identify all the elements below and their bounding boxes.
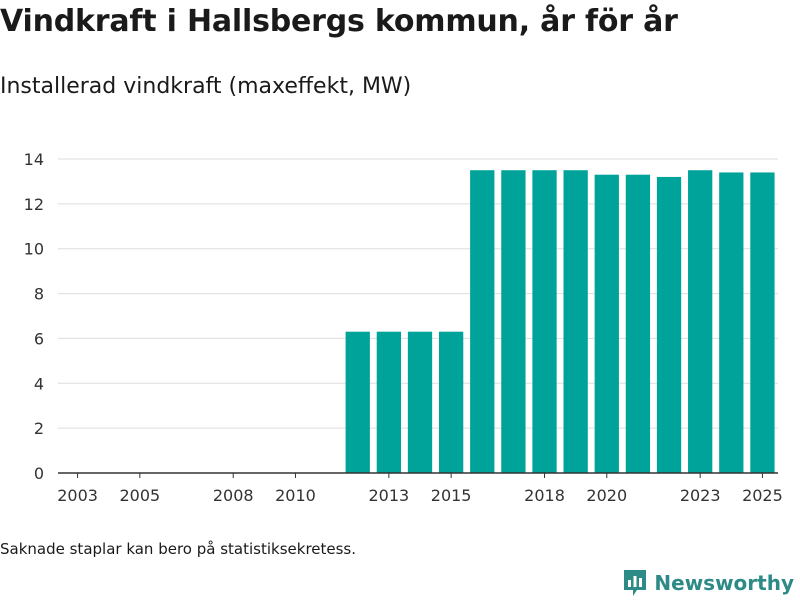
bar-chart: 0 2 4 6 8 10 12 14 2003 2005 2008 2010 2013 2015 2018 2… xyxy=(24,150,783,505)
y-tick-label: 14 xyxy=(24,150,44,169)
chart-title: Vindkraft i Hallsbergs kommun, år för år xyxy=(0,4,678,39)
bar xyxy=(376,331,402,473)
y-tick-label: 2 xyxy=(34,419,44,438)
brand-name: Newsworthy xyxy=(654,571,794,595)
bar xyxy=(594,174,619,473)
y-tick-label: 6 xyxy=(34,329,44,348)
bar xyxy=(750,172,775,473)
x-tick-label: 2013 xyxy=(369,486,410,505)
bar xyxy=(563,170,588,473)
y-tick-label: 8 xyxy=(34,285,44,304)
y-tick-label: 4 xyxy=(34,374,44,393)
x-tick-label: 2015 xyxy=(431,486,472,505)
x-tick-label: 2023 xyxy=(680,486,721,505)
x-tick-label: 2025 xyxy=(742,486,783,505)
y-tick-label: 10 xyxy=(24,240,44,259)
bar xyxy=(438,331,464,473)
chart-subtitle: Installerad vindkraft (maxeffekt, MW) xyxy=(0,74,412,99)
y-tick-label: 0 xyxy=(34,464,44,483)
y-tick-label: 12 xyxy=(24,195,44,214)
brand: Newsworthy xyxy=(622,568,794,598)
x-tick-label: 2020 xyxy=(586,486,627,505)
bar xyxy=(345,331,370,473)
bar xyxy=(719,172,744,473)
x-tick-label: 2005 xyxy=(119,486,160,505)
x-tick-label: 2003 xyxy=(57,486,98,505)
bar xyxy=(688,170,713,473)
footnote: Saknade staplar kan bero på statistiksek… xyxy=(0,540,357,558)
bar xyxy=(625,174,651,473)
bars xyxy=(345,170,775,473)
newsworthy-logo-icon xyxy=(624,570,647,596)
bar xyxy=(532,170,557,473)
bar xyxy=(470,170,495,473)
x-tick-label: 2008 xyxy=(213,486,254,505)
bar xyxy=(407,331,433,473)
bar xyxy=(656,176,682,473)
bar xyxy=(501,170,526,473)
x-tick-label: 2010 xyxy=(275,486,316,505)
axes: 0 2 4 6 8 10 12 14 2003 2005 2008 2010 2013 2015 2018 2… xyxy=(24,150,783,505)
x-tick-label: 2018 xyxy=(524,486,565,505)
